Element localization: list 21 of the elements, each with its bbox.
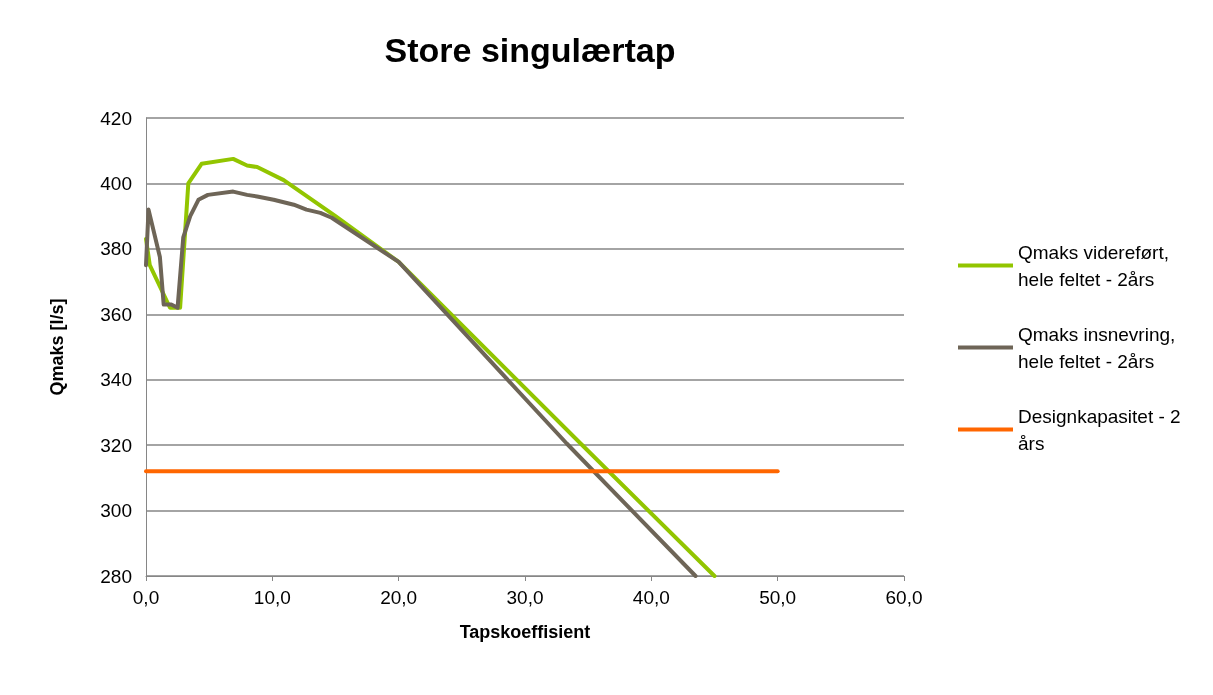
x-tick-label: 40,0 [632, 587, 670, 608]
chart-title: Store singulærtap [384, 31, 676, 69]
legend-label: Qmaks videreført, hele feltet - 2års [1018, 241, 1175, 290]
x-tick-label: 30,0 [506, 587, 544, 608]
x-axis-title: Tapskoeffisient [459, 622, 591, 642]
y-tick-label: 360 [100, 303, 132, 325]
legend-label: Qmaks insnevring, hele feltet - 2års [1018, 323, 1181, 372]
x-tick-label: 10,0 [253, 587, 291, 608]
y-tick-label: 340 [100, 369, 132, 391]
y-tick-label: 380 [100, 238, 132, 260]
x-tick-label: 50,0 [759, 587, 797, 608]
legend-label: Designkapasitet - 2 års [1018, 405, 1186, 454]
y-tick-label: 400 [100, 172, 132, 194]
y-axis-title: Qmaks [l/s] [47, 298, 67, 396]
y-tick-label: 420 [100, 107, 132, 129]
y-tick-label: 320 [100, 434, 132, 456]
x-tick-label: 60,0 [885, 587, 923, 608]
y-tick-label: 300 [100, 500, 132, 522]
x-tick-label: 0,0 [132, 587, 160, 608]
y-tick-label: 280 [100, 565, 132, 587]
x-tick-label: 20,0 [380, 587, 418, 608]
